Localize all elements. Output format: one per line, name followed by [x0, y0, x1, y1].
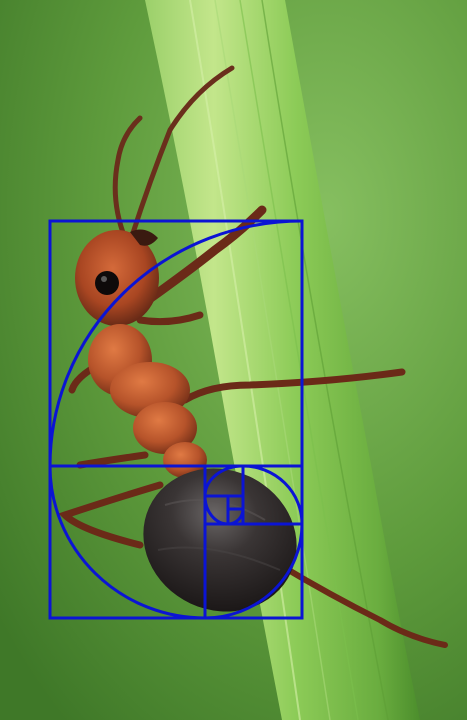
- ant-mandible: [130, 229, 158, 246]
- leg-middle-left: [76, 451, 149, 469]
- ant-gaster: [143, 468, 297, 612]
- leg-middle: [181, 368, 406, 404]
- leg-back-left: [58, 481, 164, 549]
- leg-rear-small: [68, 366, 94, 394]
- ant: [58, 65, 448, 648]
- leg-front-lower: [136, 311, 204, 326]
- leg-front-upper: [143, 205, 267, 305]
- overlay-outer-rect: [48, 219, 304, 620]
- overlay-spiral: [48, 219, 304, 620]
- antenna-left: [112, 115, 143, 241]
- ant-petiole: [133, 402, 197, 454]
- leg-back-right: [277, 562, 448, 648]
- golden-ratio-overlay: [48, 219, 304, 620]
- antenna-right: [129, 65, 235, 239]
- ant-eye: [95, 271, 119, 295]
